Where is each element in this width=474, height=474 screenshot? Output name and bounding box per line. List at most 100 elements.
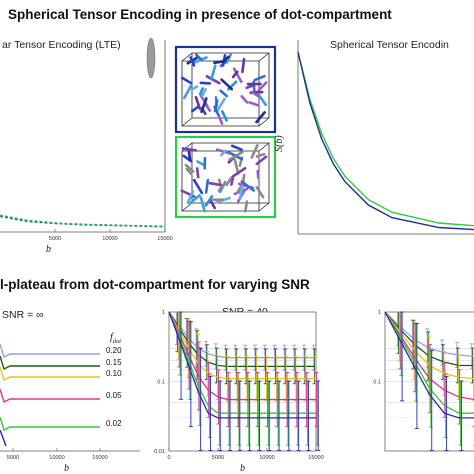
snr-40-series-line <box>168 311 316 419</box>
fiber-stick <box>231 70 239 79</box>
lte-panel: ar Tensor Encoding (LTE) 5000 10000 15000 … <box>0 39 173 255</box>
fiber-stick <box>219 89 229 98</box>
fiber-illustration-2 <box>174 135 277 219</box>
fiber-stick <box>240 95 249 104</box>
snr-inf-series-line <box>0 388 100 403</box>
fiber-stick <box>199 81 212 85</box>
fiber-stick <box>186 190 195 204</box>
fiber-stick <box>240 180 256 192</box>
fdot-value-label: 0.02 <box>106 419 122 428</box>
snr-right-ytick-label: 0.1 <box>373 380 381 386</box>
fiber-stick <box>230 144 243 151</box>
fiber-stick <box>183 84 193 100</box>
fiber-stick <box>253 74 266 82</box>
snr-40-series-line <box>168 311 316 368</box>
fiber-stick <box>181 147 198 152</box>
fiber-stick <box>238 184 244 201</box>
fiber-stick <box>190 85 199 91</box>
snr-40-ytick-label: 0.01 <box>154 449 165 455</box>
lte-xtick-label: 15000 <box>157 236 173 242</box>
fiber-stick <box>215 97 226 113</box>
snr-inf-series-line <box>0 416 100 431</box>
fiber-stick <box>232 67 243 84</box>
snr-40-series-line <box>168 311 316 414</box>
fiber-stick <box>257 81 268 93</box>
snr-inf-series-line <box>0 355 100 370</box>
ellipsoid-glyph <box>146 37 156 79</box>
fiber-stick <box>250 90 260 98</box>
lte-xlabel: b <box>46 244 51 255</box>
snr-inf-series-line <box>0 366 100 381</box>
cube-edge <box>258 117 270 127</box>
fiber-stick <box>200 97 208 114</box>
fiber-stick <box>255 111 266 124</box>
fdot-f: f <box>110 332 114 343</box>
fiber-stick <box>200 88 207 98</box>
snr-40-xtick-label: 0 <box>167 455 170 461</box>
fiber-stick <box>180 76 193 85</box>
cube-edge <box>258 52 270 62</box>
fdot-label: fdot <box>110 332 121 345</box>
fiber-stick <box>188 194 201 205</box>
cube-edge <box>258 202 270 212</box>
fiber-stick <box>195 167 200 179</box>
snr-40-xlabel: b <box>240 463 245 474</box>
cube-edge <box>181 52 193 62</box>
fiber-stick <box>228 150 244 161</box>
snr-inf-xtick-label: 10000 <box>49 455 65 461</box>
lte-xtick-label: 10000 <box>102 236 118 242</box>
fiber-stick <box>204 195 214 207</box>
fiber-stick <box>248 101 260 107</box>
cube-edge <box>181 117 193 127</box>
fiber-stick <box>225 176 233 187</box>
lte-series-line <box>0 214 166 227</box>
ste-series-line <box>297 51 474 227</box>
snr-inf-series-line <box>0 343 100 358</box>
fdot-sub: dot <box>113 338 122 345</box>
fiber-stick <box>187 150 192 161</box>
fiber-stick <box>192 178 204 195</box>
snr-inf-title: SNR = ∞ <box>2 309 44 321</box>
ste-title: Spherical Tensor Encodin <box>330 39 449 51</box>
snr-inf-series-line <box>0 429 7 447</box>
fiber-stick <box>196 160 205 166</box>
snr-inf-xlabel: b <box>64 463 69 474</box>
fiber-stick <box>233 158 240 175</box>
fiber-stick <box>194 96 202 110</box>
fiber-stick <box>205 75 221 85</box>
fdot-value-label: 0.15 <box>106 358 122 367</box>
fiber-stick <box>210 64 217 80</box>
snr-inf-panel: SNR = ∞ 5000 10000 15000 b fdot 0.20 0.15 0.… <box>0 309 140 474</box>
fiber-stick <box>255 155 268 166</box>
ste-series-line <box>297 51 474 231</box>
lte-xtick-label: 5000 <box>49 236 61 242</box>
bottom-header: l-plateau from dot-compartment for varyi… <box>0 277 310 292</box>
cube-edge <box>258 142 270 152</box>
snr-40-series-line <box>168 311 316 380</box>
fiber-stick <box>204 178 210 194</box>
lte-series-line <box>0 215 166 228</box>
snr-40-series-line <box>168 311 316 401</box>
snr-40-ytick-label: 1 <box>162 310 165 316</box>
fdot-value-label: 0.10 <box>106 369 122 378</box>
fiber-stick <box>255 152 266 158</box>
fiber-stick <box>244 200 249 213</box>
fiber-stick <box>241 57 246 74</box>
fiber-stick <box>225 53 233 64</box>
fdot-value-label: 0.05 <box>106 391 122 400</box>
ste-ylabel: S(b) <box>274 135 285 152</box>
snr-right-ytick-label: 1 <box>378 310 381 316</box>
fiber-stick <box>191 56 208 65</box>
snr-40-series-line <box>168 311 316 359</box>
fiber-illustration-1 <box>174 45 277 134</box>
fiber-stick <box>255 186 265 199</box>
fiber-stick <box>199 94 209 107</box>
fiber-stick <box>194 53 203 61</box>
fiber-stick <box>256 169 260 180</box>
fiber-stick <box>184 163 195 173</box>
fiber-stick <box>220 78 234 91</box>
snr-right-panel: 10.1 <box>373 310 474 452</box>
fiber-stick <box>199 196 206 213</box>
